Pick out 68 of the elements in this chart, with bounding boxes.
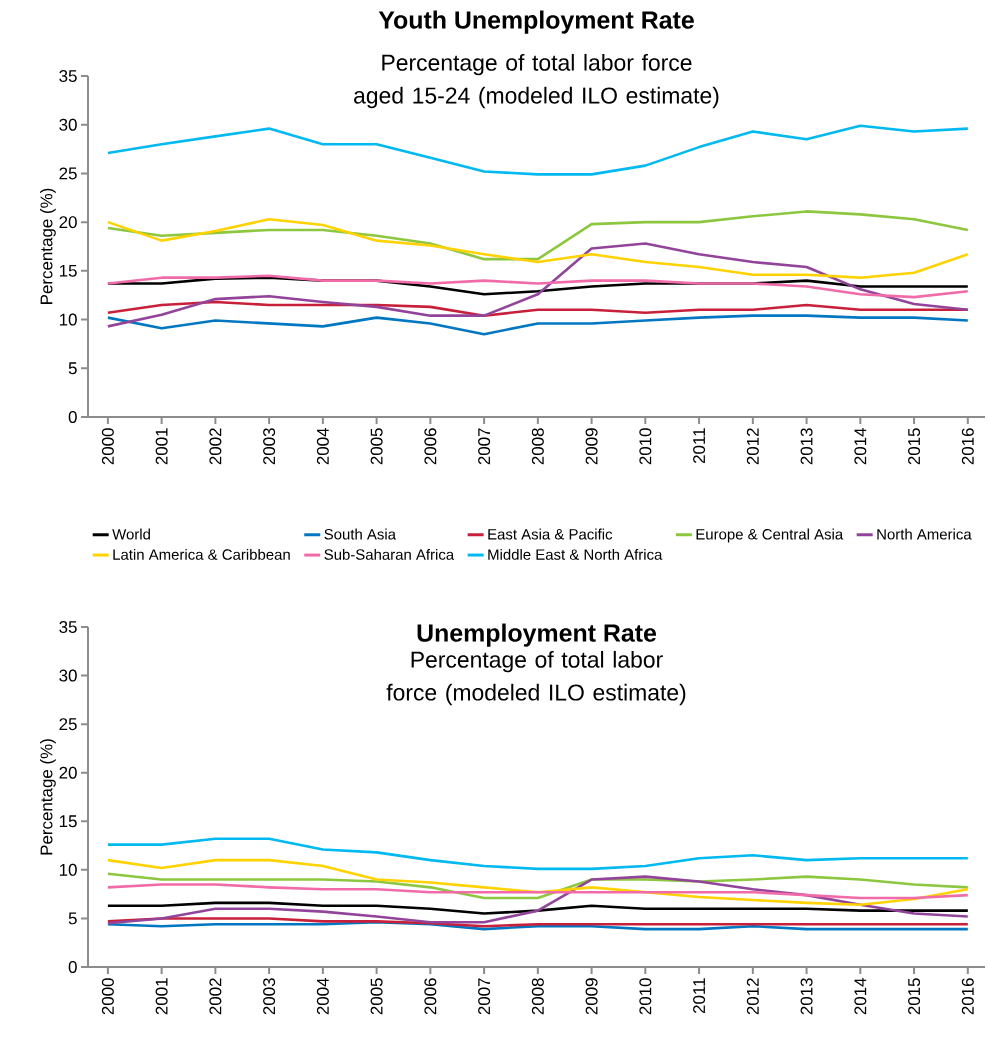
chart-title: Unemployment Rate [417, 623, 657, 647]
x-tick-label: 2016 [961, 978, 974, 1015]
x-tick-label: 2001 [155, 978, 168, 1015]
y-tick-label: 10 [59, 863, 77, 876]
x-tick-label: 2011 [693, 428, 706, 464]
x-tick-label: 2002 [209, 428, 222, 465]
x-tick-label: 2004 [316, 978, 329, 1015]
x-tick-label: 2009 [585, 978, 598, 1015]
chart-title: Youth Unemployment Rate [378, 10, 694, 34]
x-tick-label: 2016 [961, 428, 974, 465]
y-tick-label: 5 [68, 362, 77, 375]
x-tick-label: 2014 [854, 978, 867, 1015]
line-series [106, 217, 970, 279]
chart-subtitle: Percentage of total labor force aged 15-24 (modeled ILO estimate) [354, 53, 719, 109]
x-tick-label: 2005 [370, 428, 383, 465]
legend-label: North America [877, 528, 972, 540]
y-tick-label: 20 [59, 766, 77, 779]
legend-label: East Asia & Pacific [488, 528, 613, 540]
x-tick-label: 2009 [585, 428, 598, 465]
x-tick-label: 2010 [639, 428, 652, 465]
x-tick-label: 2005 [370, 978, 383, 1015]
x-tick-label: 2006 [424, 978, 437, 1015]
y-tick-label: 0 [68, 961, 77, 973]
y-tick-label: 30 [59, 118, 77, 131]
x-tick-label: 2003 [263, 428, 276, 465]
x-tick-label: 2007 [478, 428, 491, 465]
x-tick-label: 2013 [800, 428, 813, 465]
y-tick-label: 5 [68, 912, 77, 925]
y-tick-label: 25 [59, 718, 77, 731]
legend-label: Middle East & North Africa [488, 548, 663, 560]
line-series [106, 242, 970, 328]
x-tick-label: 2002 [209, 978, 222, 1015]
legend-label: South Asia [324, 528, 396, 540]
legend-label: World [112, 528, 150, 540]
y-axis-title: Percentage (%) [40, 188, 56, 304]
line-series [106, 875, 970, 925]
x-tick-label: 2001 [155, 428, 168, 465]
x-tick-label: 2011 [693, 978, 706, 1014]
x-tick-label: 2014 [854, 428, 867, 465]
x-tick-label: 2012 [746, 978, 759, 1015]
y-tick-label: 25 [59, 167, 77, 180]
y-tick-label: 15 [59, 264, 77, 277]
y-tick-label: 10 [59, 313, 77, 326]
y-tick-label: 15 [59, 815, 77, 828]
text: Percentage of total labor force (modeled ILO estimate) [386, 650, 686, 706]
y-tick-label: 35 [59, 69, 77, 82]
y-axis-title: Percentage (%) [40, 739, 56, 855]
line-series [106, 124, 970, 176]
legend-label: Sub-Saharan Africa [324, 548, 455, 560]
x-tick-label: 2008 [531, 978, 544, 1015]
x-tick-label: 2015 [908, 428, 921, 465]
legend-label: Europe & Central Asia [696, 528, 844, 543]
x-tick-label: 2007 [478, 978, 491, 1015]
y-tick-label: 20 [59, 216, 77, 229]
x-tick-label: 2015 [908, 978, 921, 1015]
x-tick-label: 2000 [101, 978, 114, 1015]
x-tick-label: 2004 [316, 428, 329, 465]
y-tick-label: 35 [59, 621, 77, 633]
x-tick-label: 2012 [746, 428, 759, 465]
x-tick-label: 2010 [639, 978, 652, 1015]
x-tick-label: 2000 [101, 428, 114, 465]
legend-label: Latin America & Caribbean [113, 548, 290, 560]
x-tick-label: 2013 [800, 978, 813, 1015]
x-tick-label: 2003 [263, 978, 276, 1015]
y-tick-label: 0 [68, 410, 77, 423]
x-tick-label: 2006 [424, 428, 437, 465]
y-tick-label: 30 [59, 669, 77, 682]
x-tick-label: 2008 [531, 428, 544, 465]
